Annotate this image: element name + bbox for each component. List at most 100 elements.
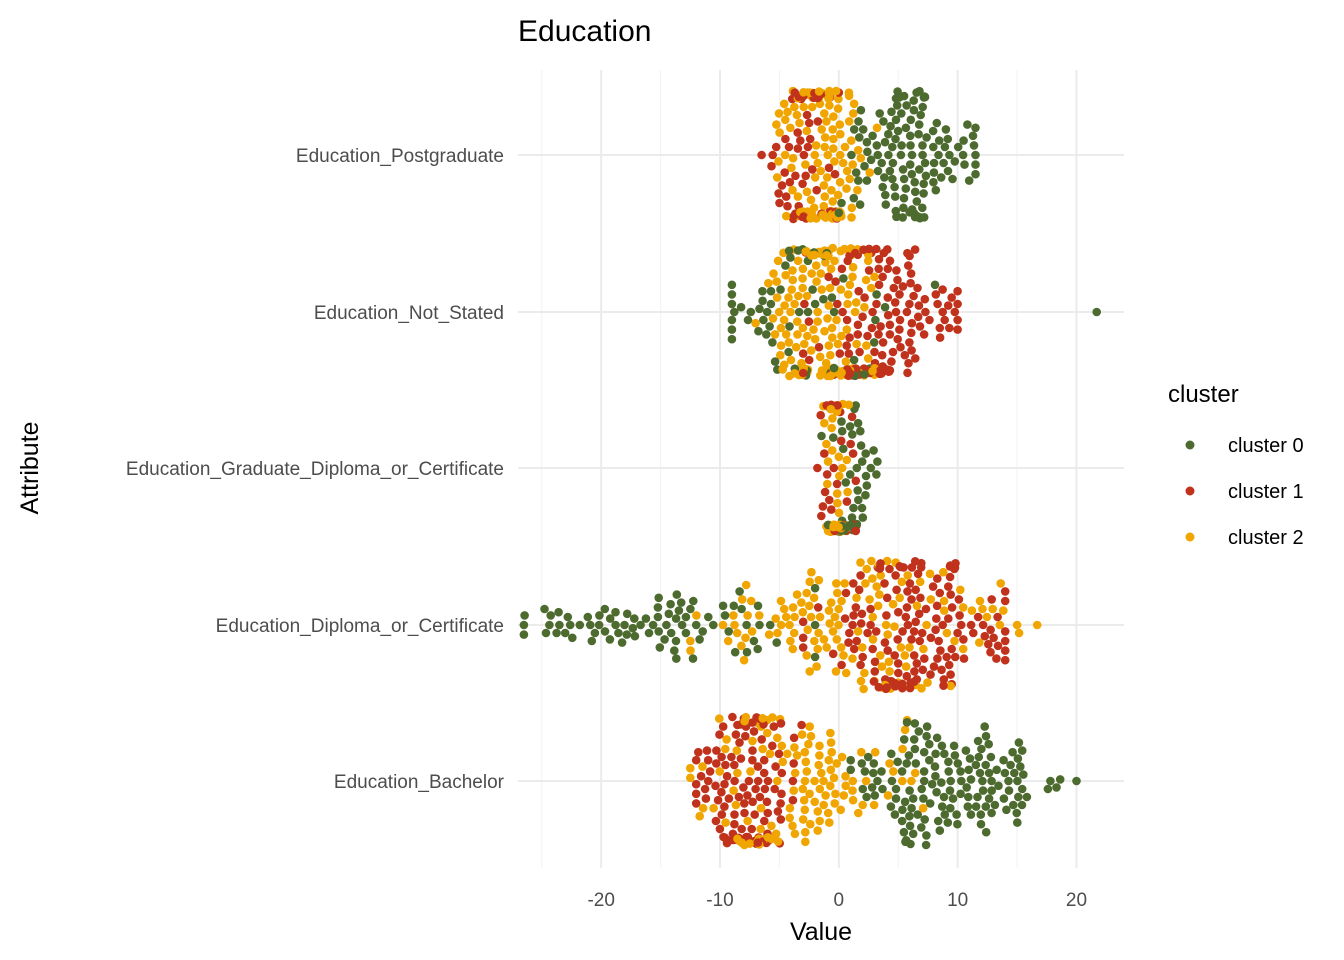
data-point	[874, 682, 884, 692]
data-point	[748, 746, 757, 755]
data-point	[722, 735, 731, 744]
data-point	[920, 158, 930, 168]
data-point	[833, 401, 842, 410]
data-point	[721, 818, 730, 827]
data-point	[873, 150, 883, 160]
data-point	[910, 667, 919, 676]
data-point	[818, 502, 828, 511]
data-point	[674, 606, 684, 615]
data-point	[899, 174, 909, 184]
data-point	[868, 366, 877, 376]
data-point	[803, 307, 813, 317]
data-point	[884, 129, 893, 139]
data-point	[842, 166, 852, 176]
data-point	[834, 604, 843, 614]
data-point	[810, 620, 820, 630]
data-point	[870, 272, 879, 282]
data-point	[813, 117, 823, 126]
data-point	[853, 185, 862, 195]
data-point	[785, 620, 794, 630]
data-point	[813, 463, 822, 473]
data-point	[757, 150, 766, 160]
data-point	[817, 511, 826, 521]
data-point	[822, 470, 832, 479]
data-point	[862, 481, 872, 490]
data-point	[810, 797, 819, 807]
data-point	[671, 636, 681, 646]
data-point	[828, 446, 837, 455]
data-point	[805, 789, 814, 799]
data-point	[877, 662, 887, 671]
data-point	[754, 326, 763, 336]
data-point	[957, 776, 966, 786]
data-point	[779, 315, 789, 325]
data-point	[798, 643, 808, 652]
data-point	[854, 808, 863, 818]
data-point	[622, 630, 632, 639]
data-point	[900, 797, 910, 807]
data-point	[789, 211, 799, 221]
data-point	[705, 767, 715, 776]
data-point	[845, 422, 855, 431]
data-point	[1055, 775, 1065, 784]
data-point	[918, 665, 928, 675]
data-point	[605, 614, 615, 623]
data-point	[804, 118, 814, 128]
data-point	[1022, 792, 1032, 802]
data-point	[951, 559, 960, 568]
data-point	[808, 285, 817, 294]
data-point	[906, 278, 915, 288]
data-point	[801, 827, 810, 837]
data-point	[846, 439, 855, 449]
data-point	[901, 123, 911, 133]
data-point	[739, 655, 749, 665]
data-point	[730, 760, 739, 770]
data-point	[779, 604, 789, 614]
data-point	[888, 174, 897, 184]
data-point	[797, 720, 806, 730]
data-point	[878, 338, 888, 347]
data-point	[832, 635, 842, 644]
data-point	[1072, 776, 1081, 786]
data-point	[770, 330, 780, 339]
data-point	[785, 803, 795, 813]
data-point	[811, 141, 821, 150]
data-point	[932, 601, 942, 611]
data-point	[987, 786, 996, 795]
data-point	[830, 256, 839, 266]
data-point	[863, 752, 873, 762]
data-point	[798, 784, 808, 794]
data-point	[787, 163, 796, 173]
data-point	[929, 662, 939, 671]
data-point	[963, 120, 972, 129]
data-point	[823, 808, 833, 818]
data-point	[540, 604, 549, 614]
data-point	[746, 596, 756, 606]
data-point	[872, 299, 881, 309]
data-point	[930, 762, 940, 771]
data-point	[905, 811, 914, 821]
data-point	[844, 638, 853, 647]
data-point	[920, 92, 929, 101]
data-point	[869, 759, 879, 768]
data-point	[851, 401, 860, 410]
data-point	[946, 681, 955, 691]
data-point	[686, 646, 695, 655]
data-point	[768, 338, 777, 347]
data-point	[847, 150, 856, 160]
data-point	[939, 596, 949, 606]
data-point	[883, 293, 893, 302]
data-point	[695, 635, 704, 644]
data-point	[978, 776, 987, 786]
data-point	[737, 824, 746, 834]
data-point	[796, 136, 805, 145]
data-point	[939, 675, 949, 684]
data-point	[899, 193, 909, 203]
data-point	[886, 121, 895, 131]
data-point	[907, 169, 917, 179]
data-point	[614, 628, 623, 638]
data-point	[809, 325, 818, 334]
data-point	[792, 751, 802, 760]
data-point	[807, 269, 816, 278]
